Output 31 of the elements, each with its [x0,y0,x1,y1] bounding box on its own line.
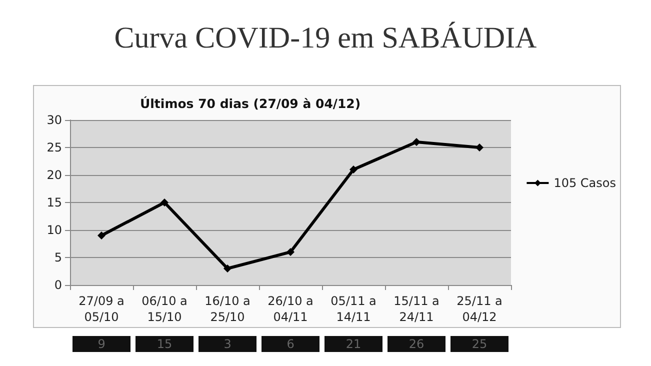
y-tick-label: 25 [46,140,62,154]
y-tick-label: 0 [54,278,62,292]
x-tick-label: 25/11 a 04/12 [456,294,502,324]
data-label: 15 [156,337,172,351]
x-tick-label: 06/10 a 15/10 [142,294,188,324]
chart-title: Curva COVID-19 em SABÁUDIA [114,22,538,54]
point [224,264,232,272]
x-tick-label: 26/10 a 04/11 [268,294,314,324]
legend-label: 105 Casos [554,176,616,190]
point [476,144,484,152]
data-label: 21 [346,337,362,351]
point [350,166,358,174]
data-label: 6 [286,337,294,351]
point [98,232,106,240]
x-tick-label: 05/11 a 14/11 [330,294,376,324]
data-label: 26 [408,337,424,351]
point [160,198,168,206]
x-tick-label: 16/10 a 25/10 [204,294,250,324]
point [286,248,294,256]
y-tick-label: 5 [54,250,62,264]
point [412,138,420,146]
chart-subtitle: Últimos 70 dias (27/09 à 04/12) [140,96,361,111]
data-label: 3 [224,337,232,351]
y-tick-label: 15 [46,196,62,210]
x-tick-label: 15/11 a 24/11 [394,294,440,324]
data-label: 9 [98,337,106,351]
y-tick-label: 10 [46,223,62,237]
y-tick-label: 20 [46,168,62,182]
y-tick-label: 30 [46,113,62,127]
x-tick-label: 27/09 a 05/10 [78,294,124,324]
data-label: 25 [472,337,488,351]
